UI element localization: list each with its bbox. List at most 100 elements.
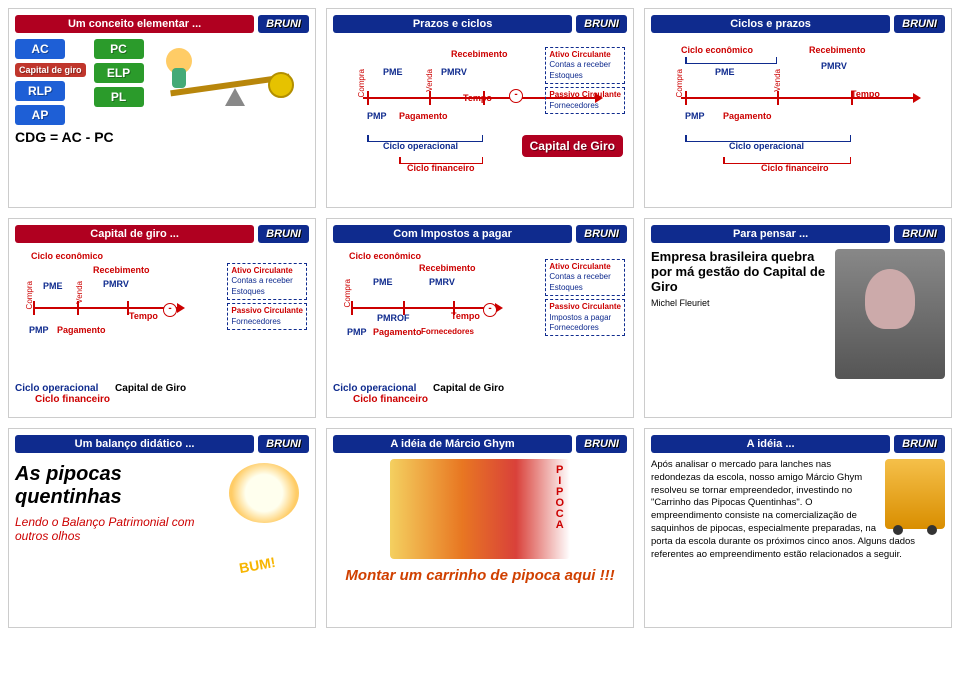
- label-compra: Compra: [357, 69, 366, 97]
- timeline: Compra Venda Recebimento PME PMRV PMP Pa…: [333, 39, 627, 189]
- label-venda: Venda: [773, 69, 782, 92]
- label-recebimento: Recebimento: [809, 45, 866, 55]
- label-pmp: PMP: [347, 327, 367, 337]
- cart-icon: [885, 459, 945, 529]
- minus-icon: -: [509, 89, 523, 103]
- label-pmrv: PMRV: [441, 67, 467, 77]
- panel-title: Ciclos e prazos: [651, 15, 890, 33]
- label-pmrv: PMRV: [103, 279, 129, 289]
- panel-title: A idéia de Márcio Ghym: [333, 435, 572, 453]
- timeline: Ciclo econômico Recebimento Compra Venda…: [651, 39, 945, 189]
- label-compra: Compra: [675, 69, 684, 97]
- label-contas: Contas a receber: [231, 276, 303, 286]
- capital-de-giro-box: Capital de Giro: [522, 135, 623, 157]
- label-cap: Capital de Giro: [115, 383, 186, 394]
- panel-capital-giro: Capital de giro ... BRUNI Ciclo econômic…: [8, 218, 316, 418]
- label-venda: Venda: [425, 69, 434, 92]
- label-ciclo-op: Ciclo operacional: [333, 383, 416, 394]
- label-pagamento: Pagamento: [57, 325, 106, 335]
- box-elp: ELP: [94, 63, 144, 83]
- seesaw-figure: [152, 39, 309, 125]
- label-pmp: PMP: [685, 111, 705, 121]
- label-recebimento: Recebimento: [93, 265, 150, 275]
- label-pme: PME: [373, 277, 393, 287]
- panel-impostos: Com Impostos a pagar BRUNI Ciclo econômi…: [326, 218, 634, 418]
- panel-conceito: Um conceito elementar ... BRUNI AC Capit…: [8, 8, 316, 208]
- bruni-tag: BRUNI: [576, 225, 627, 243]
- balance-right-col: PC ELP PL: [94, 39, 144, 125]
- box-capital-de-giro: Capital de giro: [15, 63, 86, 77]
- label-ciclo-fin: Ciclo financeiro: [35, 394, 309, 405]
- label-fornecedores: Fornecedores: [231, 317, 303, 327]
- label-estoques: Estoques: [231, 287, 303, 297]
- body-text: Após analisar o mercado para lanches nas…: [651, 459, 915, 560]
- label-tempo: Tempo: [129, 311, 158, 321]
- box-pl: PL: [94, 87, 144, 107]
- panel-marcio: A idéia de Márcio Ghym BRUNI Montar um c…: [326, 428, 634, 628]
- label-pagamento: Pagamento: [723, 111, 772, 121]
- panel-title: Com Impostos a pagar: [333, 225, 572, 243]
- headline: Empresa brasileira quebra por má gestão …: [651, 249, 827, 294]
- panel-ciclos-prazos: Ciclos e prazos BRUNI Ciclo econômico Re…: [644, 8, 952, 208]
- box-pc: PC: [94, 39, 144, 59]
- label-pme: PME: [383, 67, 403, 77]
- box-ac: AC: [15, 39, 65, 59]
- bruni-tag: BRUNI: [576, 435, 627, 453]
- panel-pipocas: Um balanço didático ... BRUNI BUM! As pi…: [8, 428, 316, 628]
- label-pmp: PMP: [29, 325, 49, 335]
- label-pagamento: Pagamento: [399, 111, 448, 121]
- label-estoques: Estoques: [549, 71, 621, 81]
- side-list: Ativo Circulante Contas a receber Estoqu…: [545, 47, 625, 117]
- label-contas: Contas a receber: [549, 60, 621, 70]
- portrait-photo: [835, 249, 945, 379]
- label-fornecedores: Fornecedores: [549, 323, 621, 333]
- label-passivo: Passivo Circulante: [231, 306, 303, 316]
- label-ciclo-fin: Ciclo financeiro: [761, 163, 829, 173]
- bruni-tag: BRUNI: [894, 435, 945, 453]
- label-ativo: Ativo Circulante: [231, 266, 303, 276]
- minus-icon: -: [483, 303, 497, 317]
- label-estoques: Estoques: [549, 283, 621, 293]
- label-ciclo-op: Ciclo operacional: [729, 141, 804, 151]
- bruni-tag: BRUNI: [894, 15, 945, 33]
- panel-title: Um balanço didático ...: [15, 435, 254, 453]
- label-ciclo-econ: Ciclo econômico: [681, 45, 753, 55]
- bruni-tag: BRUNI: [258, 15, 309, 33]
- label-recebimento: Recebimento: [419, 263, 476, 273]
- label-ciclo-econ: Ciclo econômico: [349, 251, 421, 261]
- minus-icon: -: [163, 303, 177, 317]
- label-passivo: Passivo Circulante: [549, 302, 621, 312]
- label-cap: Capital de Giro: [433, 383, 504, 394]
- label-pme: PME: [43, 281, 63, 291]
- panel-ideia: A idéia ... BRUNI Após analisar o mercad…: [644, 428, 952, 628]
- message: Montar um carrinho de pipoca aqui !!!: [333, 567, 627, 584]
- label-forn: Fornecedores: [421, 327, 474, 336]
- popcorn-icon: BUM!: [219, 463, 309, 573]
- label-ciclo-op: Ciclo operacional: [15, 383, 98, 394]
- panel-title: A idéia ...: [651, 435, 890, 453]
- label-contas: Contas a receber: [549, 272, 621, 282]
- panel-prazos-ciclos: Prazos e ciclos BRUNI Compra Venda Receb…: [326, 8, 634, 208]
- panel-title: Capital de giro ...: [15, 225, 254, 243]
- label-fornecedores: Fornecedores: [549, 101, 621, 111]
- author: Michel Fleuriet: [651, 298, 827, 308]
- label-pme: PME: [715, 67, 735, 77]
- label-ativo: Ativo Circulante: [549, 50, 621, 60]
- label-ativo: Ativo Circulante: [549, 262, 621, 272]
- bruni-tag: BRUNI: [894, 225, 945, 243]
- label-tempo: Tempo: [851, 89, 880, 99]
- kid-icon: [166, 48, 192, 74]
- timeline: Ciclo econômico Recebimento Compra Venda…: [15, 249, 309, 379]
- bruni-tag: BRUNI: [258, 435, 309, 453]
- panel-title: Um conceito elementar ...: [15, 15, 254, 33]
- balance-left-col: AC Capital de giro RLP AP: [15, 39, 86, 125]
- box-ap: AP: [15, 105, 65, 125]
- label-pmrof: PMROF: [377, 313, 410, 323]
- label-tempo: Tempo: [451, 311, 480, 321]
- equation: CDG = AC - PC: [15, 129, 309, 145]
- label-passivo: Passivo Circulante: [549, 90, 621, 100]
- label-pmp: PMP: [367, 111, 387, 121]
- label-impostos: Impostos a pagar: [549, 313, 621, 323]
- boom-label: BUM!: [238, 554, 277, 576]
- side-list: Ativo Circulante Contas a receber Estoqu…: [227, 263, 307, 333]
